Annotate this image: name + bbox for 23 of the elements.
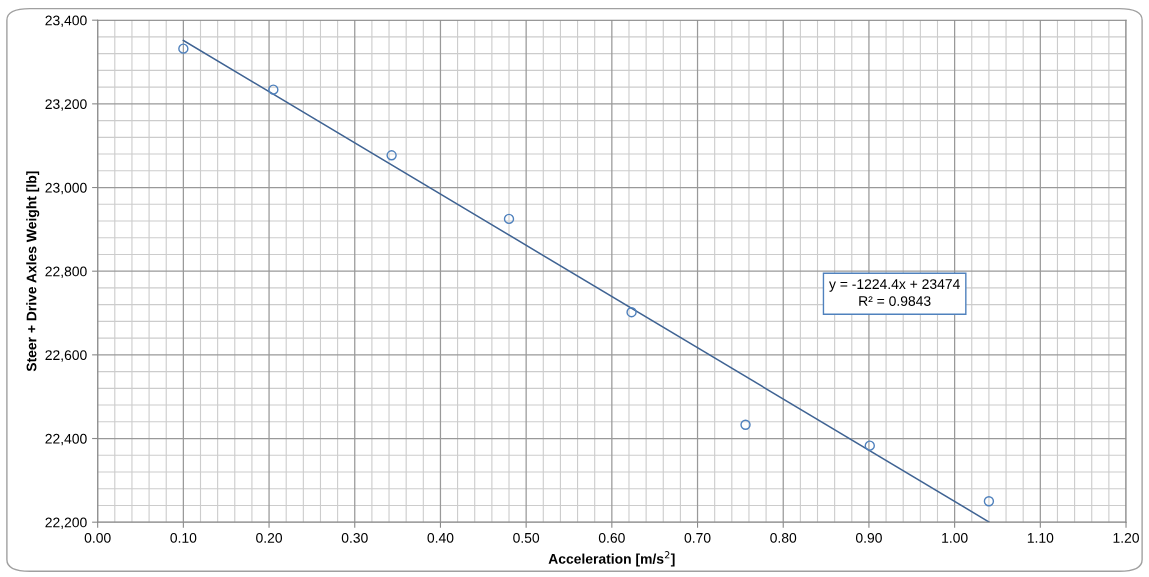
y-axis-title: Steer + Drive Axles Weight [lb] — [26, 171, 40, 372]
x-tick-label: 0.20 — [256, 532, 283, 543]
x-tick-label: 1.00 — [942, 532, 968, 543]
annotation: y = -1224.4x + 23474 R² = 0.9843 — [829, 279, 960, 306]
y-tick-label: 22,200 — [45, 517, 87, 529]
y-tick-label: 23,200 — [45, 99, 87, 111]
x-tick-label: 0.50 — [513, 532, 540, 543]
x-tick-label: 0.60 — [598, 532, 625, 543]
x-tick-label: 0.30 — [341, 532, 368, 543]
x-tick-label: 1.20 — [1113, 532, 1139, 543]
y-tick-label: 22,800 — [45, 266, 87, 278]
x-tick-label: 0.10 — [170, 532, 197, 543]
y-tick-label: 22,600 — [45, 350, 87, 362]
x-tick-label: 0.80 — [770, 532, 797, 543]
x-tick-label: 0.00 — [84, 532, 111, 543]
y-tick-label: 22,400 — [45, 433, 87, 446]
x-axis-title: Acceleration [m/s$^{2}$] — [548, 551, 675, 567]
y-tick-label: 23,000 — [45, 182, 87, 195]
x-tick-label: 0.40 — [427, 532, 454, 543]
x-tick-label: 0.70 — [684, 532, 711, 543]
x-tick-label: 1.10 — [1027, 532, 1054, 543]
y-tick-label: 23,400 — [45, 15, 87, 27]
x-tick-label: 0.90 — [855, 532, 882, 543]
